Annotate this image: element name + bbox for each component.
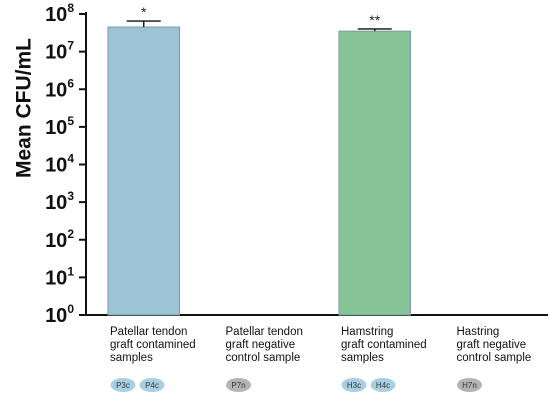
y-tick-label: 108	[45, 1, 74, 26]
sample-badge	[139, 378, 165, 392]
significance-marker: **	[369, 12, 380, 28]
bar-3	[338, 30, 412, 316]
bars: * **	[107, 4, 412, 316]
sample-badge	[341, 378, 367, 392]
y-tick-label: 103	[45, 189, 74, 214]
y-tick-label: 100	[45, 302, 74, 327]
category-label: control sample	[226, 352, 301, 364]
category-label: graft negative	[457, 339, 527, 351]
category-label: graft negative	[226, 339, 296, 351]
category-label: samples	[341, 352, 384, 364]
y-tick-label: 102	[45, 227, 74, 252]
sample-badge-label: P3c	[116, 381, 130, 390]
category-label: control sample	[457, 352, 532, 364]
bar-1	[107, 26, 181, 316]
y-axis: 100 101 102 103 104 105 106 107 108	[45, 1, 87, 327]
significance-marker: *	[141, 4, 147, 20]
y-tick-label: 105	[45, 114, 74, 139]
sample-badge-label: H7n	[462, 381, 477, 390]
sample-badge-label: H3c	[347, 381, 361, 390]
y-tick-label: 104	[45, 152, 74, 177]
category-label: Hastring	[457, 326, 500, 338]
sample-badge	[110, 378, 136, 392]
y-tick-label: 107	[45, 39, 74, 64]
category-label: graft contamined	[110, 339, 196, 351]
category-label: Hamstring	[341, 326, 393, 338]
y-tick-label: 106	[45, 76, 74, 101]
sample-badge-label: P7n	[231, 381, 245, 390]
category-label: Patellar tendon	[226, 326, 303, 338]
y-axis-label: Mean CFU/mL	[13, 38, 36, 178]
sample-badge	[226, 378, 251, 392]
category-label: graft contamined	[341, 339, 427, 351]
sample-badges: P3c P4c P7n H3c H4c H7n	[110, 378, 482, 392]
category-label: Patellar tendon	[110, 326, 187, 338]
y-tick-label: 101	[45, 264, 74, 289]
sample-badge	[370, 378, 396, 392]
sample-badge-label: H4c	[376, 381, 390, 390]
sample-badge-label: P4c	[145, 381, 159, 390]
category-label: samples	[110, 352, 153, 364]
sample-badge	[457, 378, 482, 392]
